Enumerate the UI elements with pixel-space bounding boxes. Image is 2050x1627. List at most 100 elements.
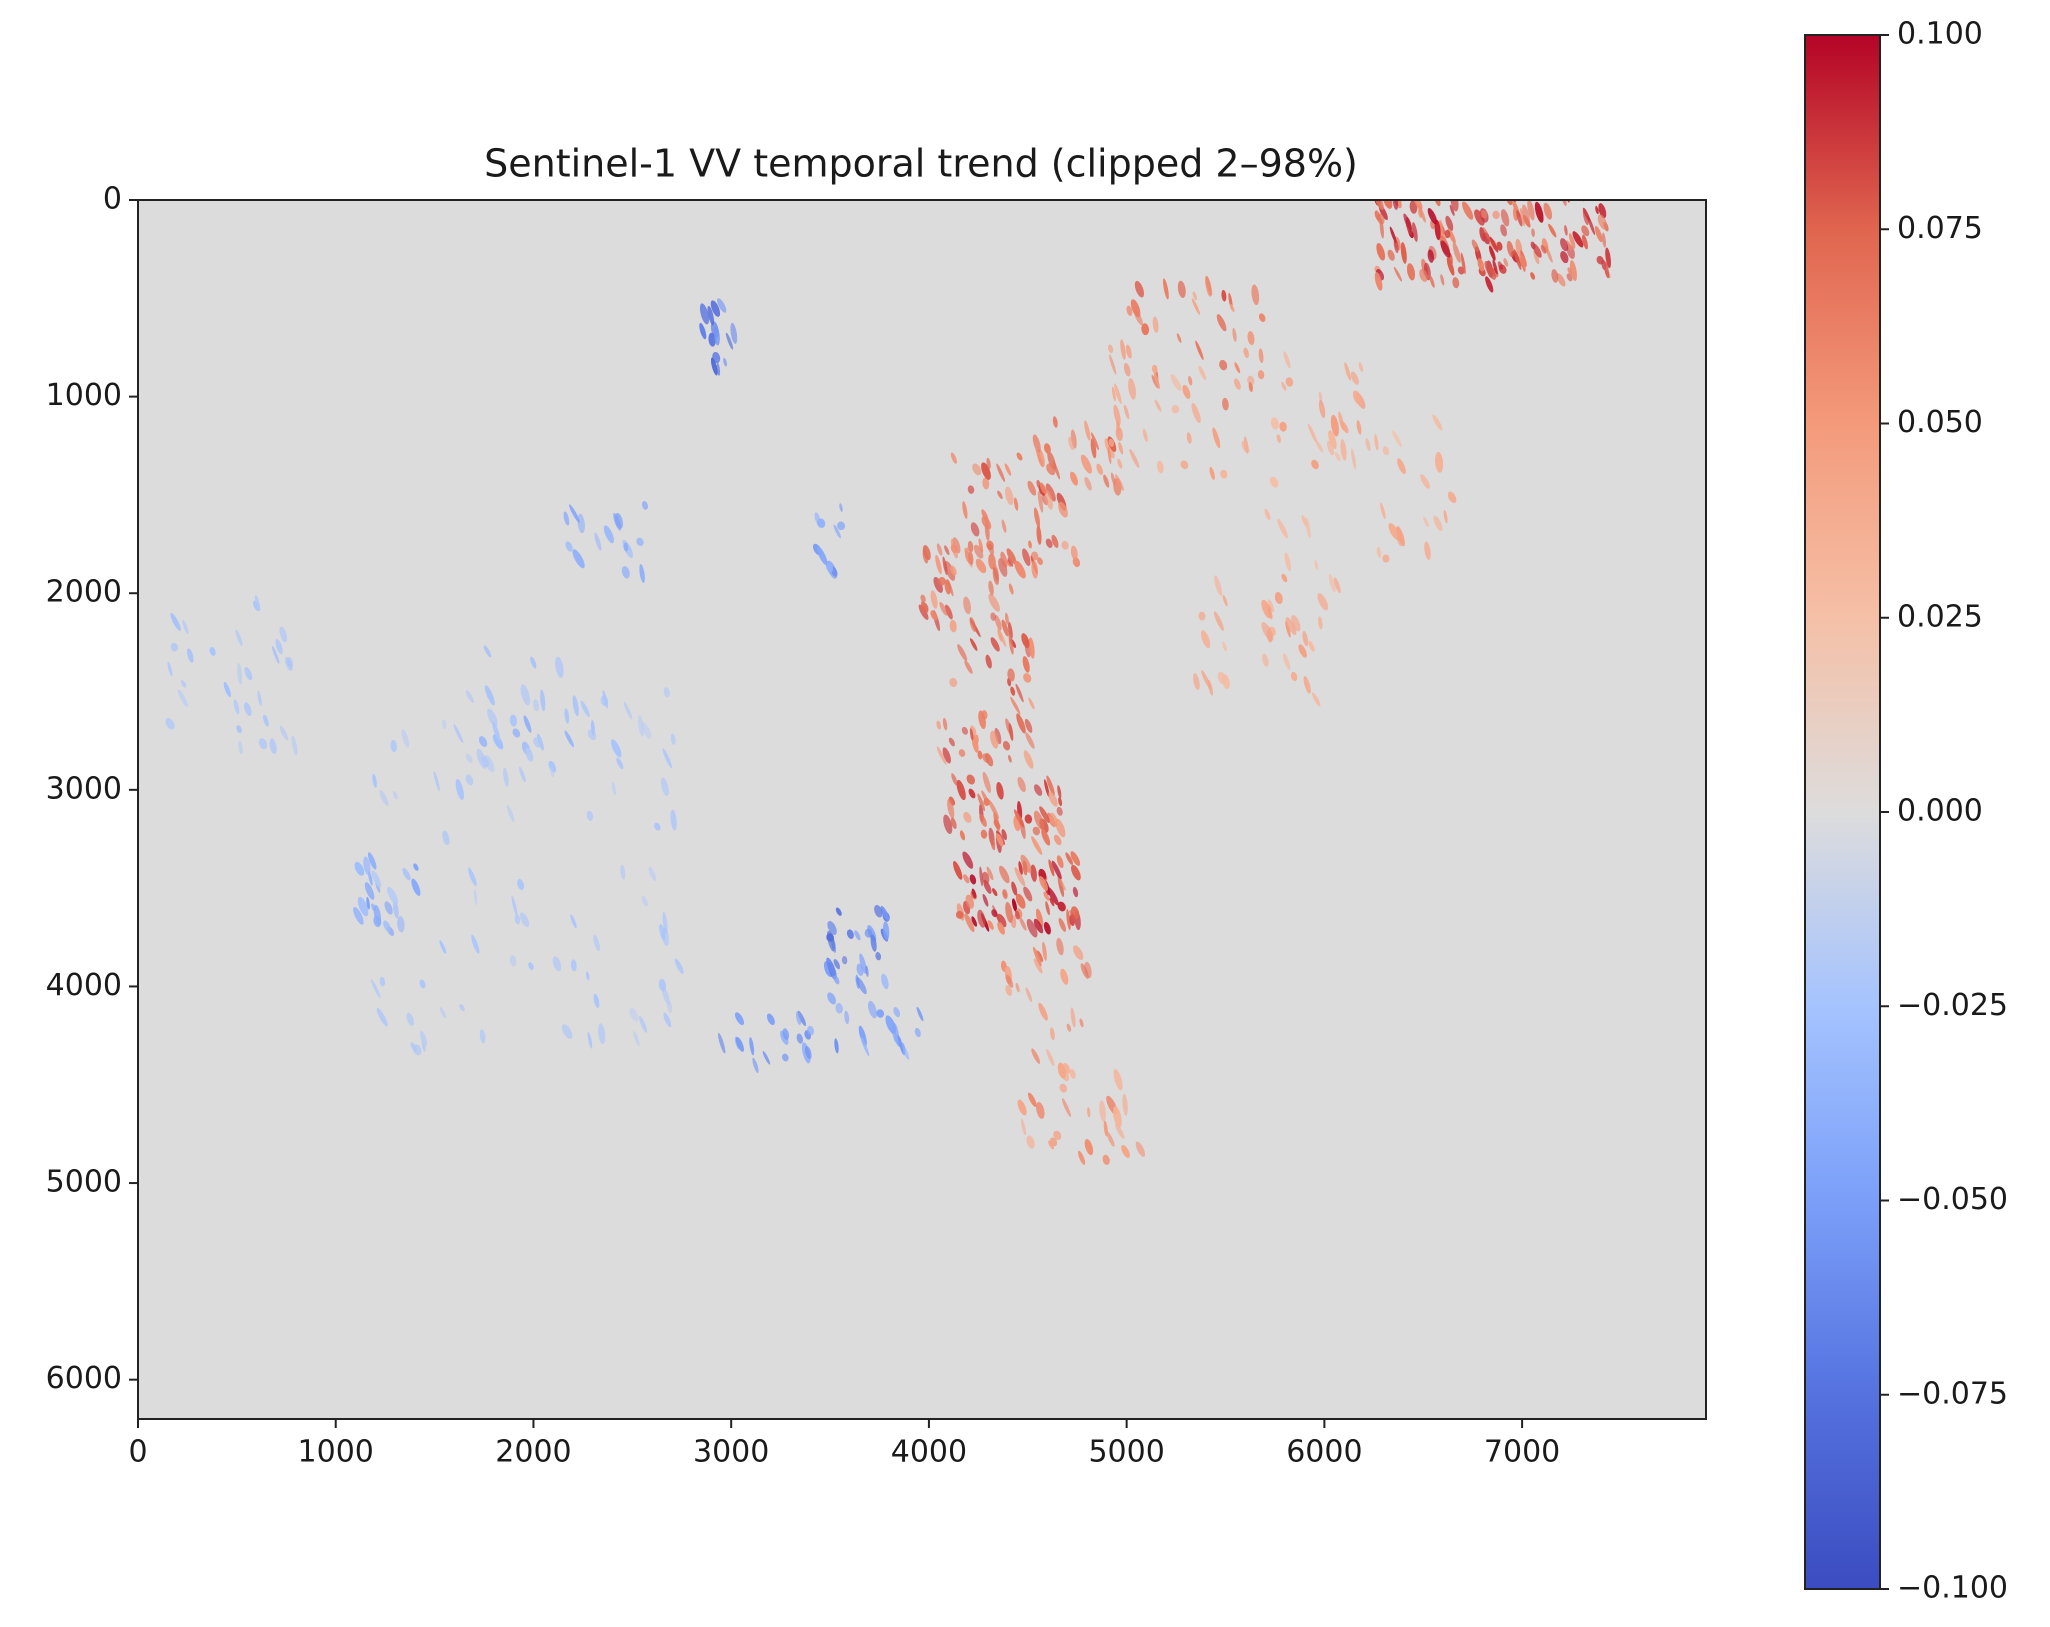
speckle — [629, 1007, 639, 1022]
speckle — [170, 642, 178, 652]
speckle — [969, 728, 974, 741]
speckle — [707, 305, 715, 326]
speckle — [603, 525, 614, 544]
speckle — [1542, 182, 1547, 198]
speckle — [1560, 238, 1569, 252]
speckle — [1533, 250, 1540, 265]
image-background — [138, 200, 1706, 1419]
speckle — [1032, 434, 1041, 453]
speckle — [1222, 397, 1229, 411]
speckle — [593, 934, 600, 952]
speckle — [1036, 1101, 1045, 1119]
speckle — [1103, 1120, 1108, 1137]
speckle — [1340, 439, 1347, 461]
speckle — [1222, 594, 1228, 607]
speckle — [1243, 347, 1249, 359]
speckle — [666, 1000, 673, 1013]
speckle — [1080, 963, 1089, 979]
speckle — [279, 626, 288, 643]
speckle — [182, 620, 189, 635]
speckle — [1474, 209, 1485, 226]
speckle — [977, 750, 983, 760]
speckle — [654, 822, 661, 831]
speckle — [1594, 226, 1603, 243]
speckle — [1039, 482, 1047, 495]
speckle — [1241, 441, 1250, 454]
speckle — [478, 736, 488, 748]
speckle — [734, 1012, 745, 1026]
speckle — [1301, 514, 1308, 527]
speckle — [518, 766, 526, 783]
speckle — [570, 914, 577, 929]
speckle — [1492, 259, 1498, 275]
speckle — [410, 1042, 417, 1053]
speckle — [947, 579, 954, 597]
speckle — [966, 774, 976, 785]
speckle — [841, 956, 848, 965]
speckle — [1045, 901, 1050, 916]
speckle — [1134, 280, 1144, 298]
speckle — [379, 976, 386, 987]
speckle — [1406, 263, 1416, 281]
speckle — [942, 556, 948, 576]
speckle — [487, 708, 498, 727]
speckle — [1450, 200, 1459, 212]
speckle — [988, 593, 1000, 612]
speckle — [868, 1000, 877, 1019]
speckle — [1030, 864, 1037, 882]
speckle — [1488, 245, 1496, 261]
speckle — [1222, 641, 1227, 652]
speckle — [982, 771, 991, 793]
speckle — [992, 567, 1000, 585]
speckle — [1037, 557, 1043, 565]
speckle — [1281, 573, 1288, 583]
speckle — [1566, 244, 1575, 259]
speckle — [1315, 439, 1324, 453]
speckle — [1374, 434, 1379, 451]
speckle — [914, 1027, 921, 1038]
speckle — [1015, 683, 1024, 703]
speckle — [1061, 540, 1069, 550]
speckle — [1070, 851, 1081, 866]
speckle — [1302, 630, 1309, 647]
x-tick-label: 2000 — [495, 1435, 571, 1470]
speckle — [1007, 668, 1015, 682]
speckle — [1043, 921, 1051, 935]
speckle — [1014, 560, 1026, 579]
speckle — [982, 753, 990, 763]
speckle — [1022, 548, 1031, 567]
speckle — [1008, 633, 1014, 655]
speckle — [1291, 615, 1301, 632]
speckle — [962, 851, 974, 869]
speckle — [699, 322, 707, 340]
speckle — [533, 699, 540, 712]
speckle — [1096, 463, 1104, 475]
speckle — [1068, 436, 1075, 451]
speckle — [1328, 573, 1336, 593]
speckle — [860, 1036, 870, 1057]
speckle — [1543, 202, 1553, 220]
speckle — [969, 874, 977, 885]
speckle — [459, 1003, 465, 1012]
speckle — [1462, 201, 1474, 220]
speckle — [1522, 204, 1530, 225]
speckle — [1460, 252, 1466, 275]
speckle — [1424, 541, 1431, 560]
speckle — [713, 325, 720, 346]
speckle — [856, 977, 867, 995]
speckle — [1258, 348, 1264, 364]
speckle — [384, 901, 393, 915]
speckle — [1023, 750, 1034, 769]
speckle — [1057, 901, 1066, 912]
speckle — [623, 542, 629, 552]
speckle — [1115, 474, 1124, 491]
speckle — [1484, 260, 1496, 280]
speckle — [1151, 364, 1158, 374]
x-tick-label: 3000 — [693, 1435, 769, 1470]
speckle — [1192, 291, 1197, 301]
speckle — [1128, 378, 1136, 400]
speckle — [1043, 443, 1051, 454]
speckle — [1006, 559, 1012, 567]
speckle — [1307, 423, 1317, 443]
speckle — [1221, 289, 1227, 302]
